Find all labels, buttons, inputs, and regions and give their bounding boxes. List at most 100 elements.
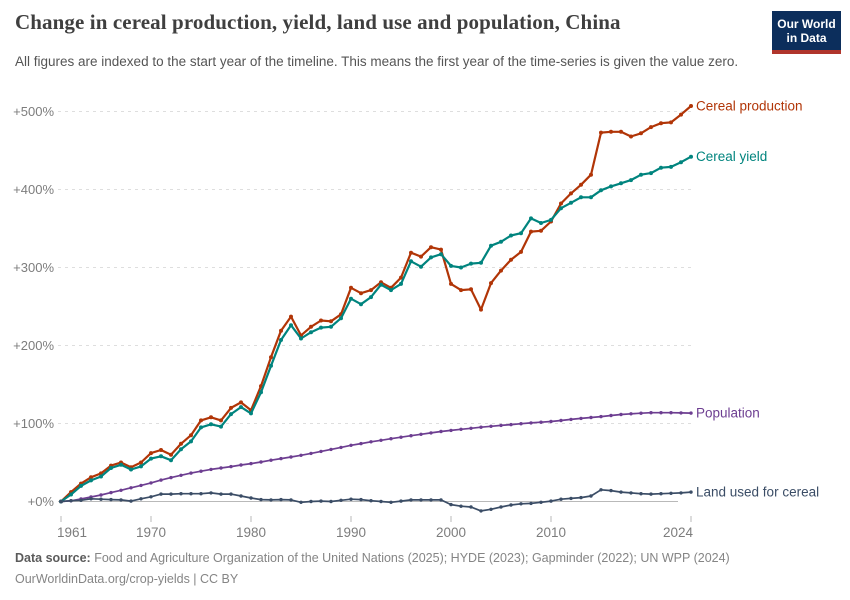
data-point xyxy=(169,452,173,457)
data-point xyxy=(249,496,253,500)
data-point xyxy=(299,453,303,457)
data-point xyxy=(499,239,503,244)
data-point xyxy=(439,429,443,434)
data-point xyxy=(259,390,263,395)
data-point xyxy=(479,425,483,429)
owid-logo[interactable]: Our World in Data xyxy=(772,11,841,54)
data-point xyxy=(89,497,93,501)
data-point xyxy=(589,172,593,177)
data-point xyxy=(529,229,533,234)
data-point xyxy=(299,500,303,504)
data-point xyxy=(219,466,223,470)
data-point xyxy=(309,451,313,456)
data-point xyxy=(319,449,323,454)
data-point xyxy=(289,498,293,502)
data-point xyxy=(209,491,213,495)
data-point xyxy=(509,233,513,238)
data-point xyxy=(339,498,343,502)
data-point xyxy=(149,481,153,485)
data-point xyxy=(689,154,693,159)
data-point xyxy=(399,499,403,503)
data-point xyxy=(309,330,313,335)
data-point xyxy=(429,498,433,502)
data-point xyxy=(499,268,503,273)
data-point xyxy=(359,302,363,307)
series-population: Population xyxy=(59,406,760,504)
source-text: Food and Agriculture Organization of the… xyxy=(94,551,730,565)
data-point xyxy=(519,231,523,236)
series-label-land-used-for-cereal: Land used for cereal xyxy=(696,485,819,500)
data-point xyxy=(579,195,583,200)
data-point xyxy=(399,435,403,439)
data-point xyxy=(139,497,143,501)
data-point xyxy=(79,498,83,502)
data-point xyxy=(669,411,673,415)
y-axis-label: +300% xyxy=(13,260,54,275)
data-point xyxy=(449,281,453,286)
data-point xyxy=(129,499,133,503)
data-point xyxy=(599,488,603,492)
data-point xyxy=(329,499,333,504)
data-point xyxy=(419,264,423,269)
data-point xyxy=(589,195,593,200)
data-point xyxy=(269,458,273,462)
data-point xyxy=(549,499,553,503)
data-point xyxy=(429,245,433,250)
data-point xyxy=(349,497,353,501)
source-label: Data source: xyxy=(15,551,91,565)
data-point xyxy=(259,497,263,502)
data-point xyxy=(259,460,263,464)
data-point xyxy=(379,499,383,504)
data-point xyxy=(539,228,543,233)
data-point xyxy=(349,285,353,290)
data-point xyxy=(209,415,213,420)
footer-link[interactable]: OurWorldinData.org/crop-yields | CC BY xyxy=(15,572,239,586)
data-point xyxy=(479,509,483,513)
data-point xyxy=(509,503,513,507)
data-point xyxy=(569,417,573,422)
data-point xyxy=(599,130,603,135)
data-point xyxy=(409,498,413,502)
data-point xyxy=(629,412,633,416)
data-point xyxy=(489,507,493,511)
data-point xyxy=(519,502,523,506)
series-land-used-for-cereal: Land used for cereal xyxy=(59,485,819,513)
data-point xyxy=(69,492,73,497)
data-point xyxy=(639,411,643,415)
page-title: Change in cereal production, yield, land… xyxy=(15,10,621,34)
data-point xyxy=(369,288,373,293)
data-point xyxy=(399,275,403,280)
y-axis-label: +500% xyxy=(13,104,54,119)
data-point xyxy=(109,497,113,502)
data-point xyxy=(139,460,143,465)
data-point xyxy=(349,296,353,301)
data-point xyxy=(109,466,113,470)
data-point xyxy=(389,437,393,441)
data-point xyxy=(69,499,73,503)
data-point xyxy=(459,265,463,270)
data-point xyxy=(239,405,243,410)
data-point xyxy=(249,461,253,466)
data-point xyxy=(149,456,153,461)
data-point xyxy=(419,432,423,436)
data-point xyxy=(649,171,653,176)
series-label-population: Population xyxy=(696,406,760,421)
data-point xyxy=(609,413,613,418)
data-point xyxy=(109,490,113,495)
data-point xyxy=(89,475,93,480)
data-point xyxy=(559,206,563,211)
data-point xyxy=(579,416,583,421)
data-point xyxy=(159,448,163,452)
data-point xyxy=(689,411,693,415)
data-point xyxy=(99,493,103,497)
data-point xyxy=(619,490,623,494)
x-axis-label: 1980 xyxy=(236,525,266,540)
data-point xyxy=(689,104,693,108)
data-point xyxy=(679,160,683,165)
data-point xyxy=(479,260,483,265)
data-point xyxy=(219,492,223,496)
data-point xyxy=(319,499,323,503)
data-point xyxy=(129,486,133,490)
data-point xyxy=(499,423,503,428)
